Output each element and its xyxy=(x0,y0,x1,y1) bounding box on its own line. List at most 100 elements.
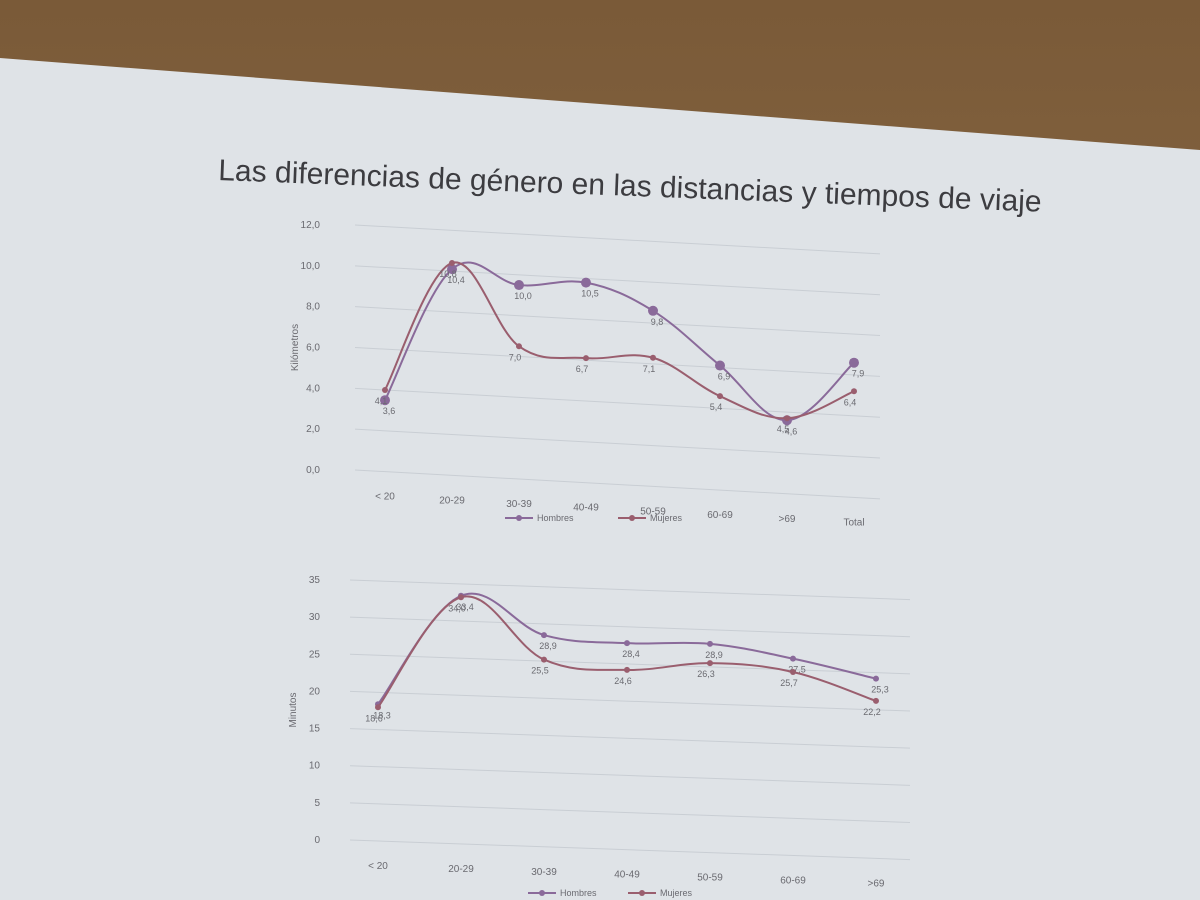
data-label: 24,6 xyxy=(614,676,632,686)
gridline xyxy=(354,347,881,377)
data-label: 4,1 xyxy=(375,396,388,406)
data-label: 10,4 xyxy=(447,275,465,285)
data-label: 7,9 xyxy=(852,369,865,379)
data-label: 25,7 xyxy=(780,678,798,688)
legend-label: Hombres xyxy=(537,513,574,523)
gridline xyxy=(349,839,911,861)
data-label: 18,6 xyxy=(365,713,383,723)
y-tick-label: 20 xyxy=(309,686,321,697)
data-label: 28,4 xyxy=(622,649,640,659)
data-label: 4,6 xyxy=(785,426,798,436)
legend-label: Mujeres xyxy=(650,513,683,523)
x-tick-label: >69 xyxy=(779,514,796,525)
legend-marker xyxy=(639,890,645,896)
data-point xyxy=(650,354,656,361)
gridline xyxy=(354,306,881,337)
x-tick-label: >69 xyxy=(868,878,885,889)
data-point xyxy=(648,305,658,316)
data-point xyxy=(541,656,547,663)
data-label: 26,3 xyxy=(697,669,715,679)
y-tick-label: 10 xyxy=(309,761,321,772)
data-point xyxy=(449,260,455,267)
y-tick-label: 0,0 xyxy=(306,465,320,476)
distance-chart: 0,0 2,0 4,0 6,0 8,0 10,0 12,0 Kilómetros < 20 20-… xyxy=(290,220,881,528)
data-point xyxy=(458,594,464,601)
gridline xyxy=(349,579,911,601)
legend-label: Hombres xyxy=(560,888,597,898)
data-point xyxy=(581,277,591,288)
data-point xyxy=(541,632,547,639)
y-tick-label: 10,0 xyxy=(301,261,321,272)
x-tick-label: Total xyxy=(843,517,864,528)
data-label: 3,6 xyxy=(383,406,396,416)
y-axis-title: Kilómetros xyxy=(290,324,301,371)
y-tick-label: 4,0 xyxy=(306,383,320,394)
gridline xyxy=(349,690,911,712)
data-label: 4,5 xyxy=(777,424,790,434)
data-point xyxy=(624,666,630,673)
data-label: 9,8 xyxy=(651,317,664,327)
legend-marker xyxy=(539,890,545,896)
data-point xyxy=(382,386,388,393)
data-label: 34,0 xyxy=(448,603,466,613)
data-label: 6,7 xyxy=(576,364,589,374)
data-label: 7,0 xyxy=(509,352,522,362)
data-point xyxy=(790,669,796,676)
data-label: 28,9 xyxy=(539,641,557,651)
x-tick-label: 20-29 xyxy=(439,495,465,506)
x-tick-label: 30-39 xyxy=(531,867,557,878)
data-point xyxy=(715,360,725,371)
data-point xyxy=(375,704,381,711)
y-tick-label: 2,0 xyxy=(306,424,320,435)
gridline xyxy=(354,469,881,500)
data-point xyxy=(380,395,390,406)
y-tick-label: 6,0 xyxy=(306,343,320,354)
x-tick-label: 40-49 xyxy=(573,503,599,514)
data-point xyxy=(447,264,457,275)
legend-marker xyxy=(516,515,522,521)
x-tick-label: 40-49 xyxy=(614,870,640,881)
data-point xyxy=(873,675,879,682)
data-label: 10,5 xyxy=(581,289,599,299)
data-label: 27,5 xyxy=(788,665,806,675)
x-tick-label: 50-59 xyxy=(697,873,723,884)
gridline xyxy=(349,765,911,786)
data-point xyxy=(849,357,859,368)
data-label: 33,4 xyxy=(456,602,474,612)
gridline xyxy=(349,802,911,823)
data-point xyxy=(873,697,879,704)
y-tick-label: 30 xyxy=(309,612,321,623)
data-point xyxy=(707,640,713,647)
x-tick-label: 60-69 xyxy=(780,876,806,887)
data-label: 25,3 xyxy=(871,685,889,695)
data-label: 28,9 xyxy=(705,650,723,660)
y-tick-label: 25 xyxy=(309,649,321,660)
x-tick-label: < 20 xyxy=(375,492,395,503)
legend-marker xyxy=(629,515,635,521)
gridline xyxy=(354,428,881,459)
y-tick-label: 15 xyxy=(309,724,321,735)
data-point xyxy=(583,355,589,362)
data-point xyxy=(790,655,796,662)
y-tick-label: 8,0 xyxy=(306,302,320,313)
data-label: 6,9 xyxy=(718,372,731,382)
gridline xyxy=(354,224,881,255)
x-tick-label: 20-29 xyxy=(448,864,474,875)
x-tick-label: 50-59 xyxy=(640,506,666,517)
data-label: 18,3 xyxy=(373,710,391,720)
gridline xyxy=(349,616,911,638)
data-point xyxy=(516,343,522,350)
data-label: 22,2 xyxy=(863,707,881,717)
data-point xyxy=(784,415,790,422)
y-tick-label: 12,0 xyxy=(301,220,321,231)
y-tick-label: 0 xyxy=(314,835,320,846)
data-label: 25,5 xyxy=(531,666,549,676)
gridline xyxy=(349,728,911,749)
data-label: 5,4 xyxy=(710,402,723,412)
time-chart: 0 5 10 15 20 25 30 35 Minutos < 20 20-29 30-39 40-49… xyxy=(288,575,911,898)
legend-label: Mujeres xyxy=(660,888,693,898)
gridline xyxy=(349,653,911,675)
data-point xyxy=(624,640,630,647)
data-point xyxy=(851,388,857,395)
